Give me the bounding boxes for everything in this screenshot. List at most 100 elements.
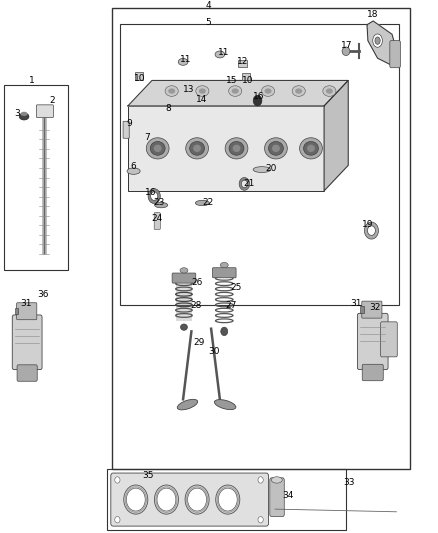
Ellipse shape [214,400,236,409]
Text: 26: 26 [191,278,203,287]
Ellipse shape [127,168,140,174]
Ellipse shape [272,144,280,152]
Text: 11: 11 [218,49,229,58]
Ellipse shape [295,88,302,94]
FancyBboxPatch shape [128,106,324,191]
Text: 35: 35 [142,471,154,480]
Ellipse shape [342,47,350,55]
Text: 17: 17 [341,42,353,51]
FancyBboxPatch shape [17,303,37,320]
Bar [360,306,364,313]
Text: 33: 33 [344,478,355,487]
Ellipse shape [126,488,145,511]
Bar [15,308,18,314]
Ellipse shape [150,141,165,155]
Ellipse shape [154,144,162,152]
Ellipse shape [21,112,28,116]
FancyBboxPatch shape [390,41,400,68]
Text: 28: 28 [191,302,202,310]
Text: 23: 23 [153,198,164,207]
Ellipse shape [261,86,275,96]
Text: 6: 6 [131,163,137,172]
Text: 10: 10 [242,76,253,85]
Ellipse shape [233,144,240,152]
Ellipse shape [300,138,322,159]
Text: 12: 12 [237,58,249,67]
Ellipse shape [225,138,248,159]
Ellipse shape [19,113,29,120]
FancyBboxPatch shape [212,268,236,278]
Text: 14: 14 [196,95,207,104]
Text: 32: 32 [369,303,380,312]
Ellipse shape [326,88,333,94]
Text: 34: 34 [283,491,294,500]
Text: 36: 36 [37,290,49,299]
Text: 11: 11 [180,55,192,64]
Text: 4: 4 [205,1,211,10]
Bar [135,72,143,80]
Ellipse shape [253,167,271,173]
Text: 3: 3 [14,109,21,118]
Ellipse shape [180,268,188,273]
Ellipse shape [187,488,207,511]
FancyBboxPatch shape [270,478,284,516]
Polygon shape [324,80,348,191]
Ellipse shape [215,51,225,58]
Ellipse shape [375,37,380,44]
Text: 13: 13 [183,85,194,94]
FancyBboxPatch shape [12,315,42,369]
Ellipse shape [232,88,239,94]
Ellipse shape [268,141,283,155]
Text: 7: 7 [144,133,150,142]
Ellipse shape [185,485,209,514]
Bar [242,73,250,80]
Ellipse shape [218,488,237,511]
Bar [176,284,192,321]
Text: 18: 18 [367,10,379,19]
Text: 22: 22 [202,198,214,207]
Circle shape [253,95,262,106]
FancyBboxPatch shape [357,313,388,369]
Ellipse shape [195,200,209,206]
Text: 20: 20 [265,164,276,173]
Circle shape [115,477,120,483]
Ellipse shape [307,144,315,152]
FancyBboxPatch shape [172,273,196,283]
Text: 29: 29 [194,337,205,346]
Ellipse shape [155,203,168,208]
Ellipse shape [220,262,228,268]
FancyBboxPatch shape [154,213,160,230]
Bar [4,85,68,270]
Text: 24: 24 [151,214,162,223]
Text: 19: 19 [362,220,374,229]
Text: 16: 16 [145,188,157,197]
Text: 16: 16 [253,92,264,101]
FancyBboxPatch shape [381,322,397,357]
Ellipse shape [186,138,208,159]
Ellipse shape [229,141,244,155]
Text: 15: 15 [226,76,238,85]
Ellipse shape [154,485,178,514]
FancyBboxPatch shape [17,365,37,381]
Text: 1: 1 [28,76,35,85]
Text: 30: 30 [208,347,219,356]
Ellipse shape [373,34,382,47]
Ellipse shape [199,88,206,94]
Bar [112,8,410,470]
Ellipse shape [193,144,201,152]
Text: 31: 31 [21,300,32,308]
Text: 9: 9 [126,119,132,128]
Ellipse shape [165,86,178,96]
Polygon shape [128,80,348,106]
Text: 27: 27 [226,302,237,310]
Text: 25: 25 [230,284,241,293]
Ellipse shape [180,324,187,330]
Ellipse shape [157,488,176,511]
Text: 21: 21 [243,180,254,188]
FancyBboxPatch shape [362,301,382,318]
Ellipse shape [323,86,336,96]
FancyBboxPatch shape [123,122,129,138]
Bar [120,23,399,305]
Ellipse shape [190,141,205,155]
Text: 10: 10 [134,74,146,83]
